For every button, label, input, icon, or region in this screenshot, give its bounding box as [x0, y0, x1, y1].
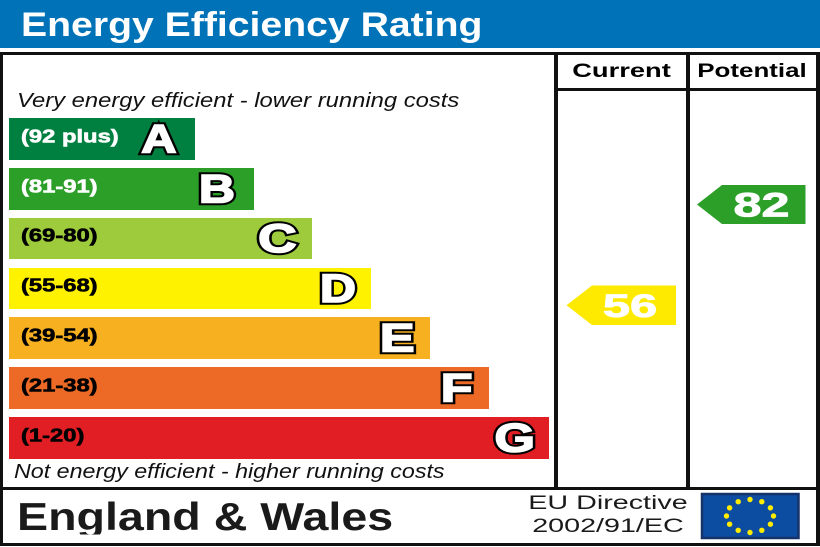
svg-text:F: F	[441, 365, 473, 410]
svg-text:56: 56	[603, 287, 657, 324]
svg-text:E: E	[380, 315, 415, 360]
svg-text:F: F	[441, 365, 473, 410]
svg-text:C: C	[258, 215, 296, 260]
svg-text:A: A	[141, 118, 176, 162]
svg-text:A: A	[141, 118, 176, 162]
svg-text:82: 82	[734, 186, 790, 224]
svg-text:C: C	[258, 215, 296, 260]
svg-text:D: D	[320, 266, 356, 311]
svg-text:D: D	[320, 266, 356, 311]
svg-text:B: B	[199, 166, 235, 211]
svg-text:G: G	[495, 415, 535, 460]
svg-text:G: G	[495, 415, 535, 460]
svg-text:B: B	[199, 166, 235, 211]
svg-text:E: E	[380, 315, 415, 360]
